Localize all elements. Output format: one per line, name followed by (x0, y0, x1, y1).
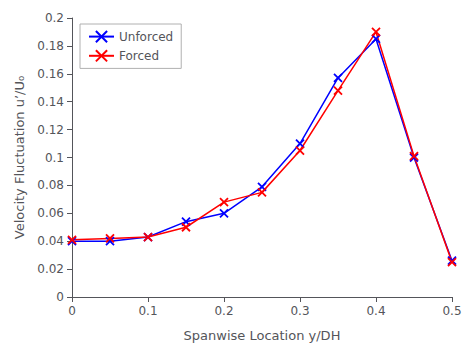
svg-text:Unforced: Unforced (119, 30, 173, 44)
svg-text:0: 0 (68, 304, 76, 318)
svg-text:0.4: 0.4 (366, 304, 385, 318)
svg-text:0: 0 (56, 290, 64, 304)
svg-text:Forced: Forced (119, 49, 159, 63)
svg-text:0.2: 0.2 (45, 11, 64, 25)
svg-text:0.16: 0.16 (37, 67, 64, 81)
svg-text:0.1: 0.1 (45, 151, 64, 165)
svg-text:Spanwise Location y/DH: Spanwise Location y/DH (184, 328, 341, 343)
svg-text:Velocity Fluctuation u’/U₀: Velocity Fluctuation u’/U₀ (12, 76, 27, 239)
svg-text:0.04: 0.04 (37, 234, 64, 248)
svg-text:0.3: 0.3 (290, 304, 309, 318)
svg-text:0.06: 0.06 (37, 206, 64, 220)
svg-text:0.18: 0.18 (37, 39, 64, 53)
svg-text:0.02: 0.02 (37, 262, 64, 276)
svg-text:0.08: 0.08 (37, 178, 64, 192)
svg-text:0.5: 0.5 (442, 304, 461, 318)
svg-text:0.12: 0.12 (37, 123, 64, 137)
svg-text:0.14: 0.14 (37, 95, 64, 109)
svg-text:0.1: 0.1 (138, 304, 157, 318)
svg-text:0.2: 0.2 (214, 304, 233, 318)
